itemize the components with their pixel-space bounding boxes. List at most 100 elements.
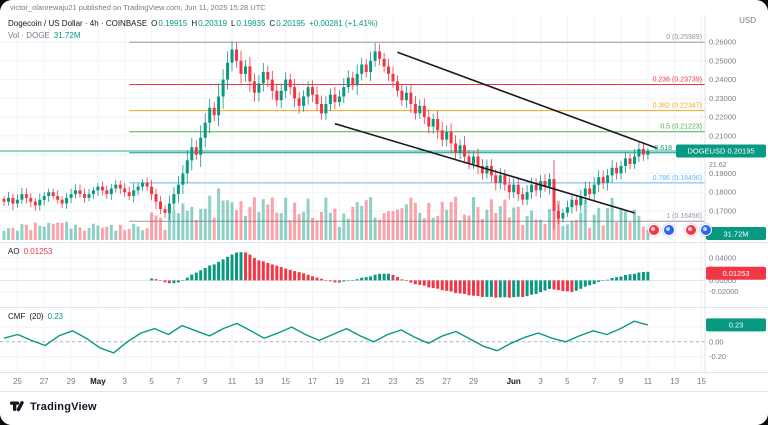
cmf-value: 0.23 [47,312,64,321]
price-badge-sub: 21.62 [709,162,727,169]
price-tick-label: 0.22000 [709,113,736,122]
fib-retracement[interactable] [129,41,705,222]
fib-level-label: 0 (0.25989) [666,34,702,41]
time-tick-label: 25 [415,377,425,386]
fib-level-label: 0.618 [654,145,672,152]
time-tick-label: 11 [227,377,237,386]
volume-legend[interactable]: Vol · DOGE 31.72M [8,31,80,40]
ao-tick-label: 0.00000 [709,276,736,285]
ao-tick-label: -0.02000 [709,287,739,296]
fib-level-label: 0.236 (0.23739) [653,77,702,84]
emoji-sticker[interactable] [663,224,675,236]
price-tick-label: 0.25000 [709,56,736,65]
price-change: +0.00281 (+1.41%) [309,19,378,28]
trend-line[interactable] [334,122,635,214]
currency-label: USD [739,16,756,25]
price-tick-label: 0.21000 [709,131,736,140]
chart-legend[interactable]: Dogecoin / US Dollar · 4h · COINBASE O 0.… [8,19,378,28]
price-badge: DOGEUSD 0.20195 [676,144,766,158]
time-tick-label: 21 [361,377,371,386]
fib-level-label: 0.382 (0.22347) [653,103,702,110]
symbol-title[interactable]: Dogecoin / US Dollar · 4h · COINBASE [8,19,148,28]
time-tick-label: May [90,377,106,386]
emoji-sticker[interactable] [685,224,697,236]
tradingview-logo-icon [10,400,25,413]
time-tick-label: 3 [122,377,127,386]
time-axis[interactable]: 25 27 29 May 3 5 7 9 11 13 15 17 19 21 23 25 27 29 Jun 3 5 7 9… [0,372,768,391]
time-tick-label: 7 [176,377,181,386]
ohlc-close: C 0.20195 [269,19,306,28]
time-tick-label: 15 [697,377,706,386]
trend-line[interactable] [397,51,658,149]
cmf-tick-label: 0.00 [709,337,724,346]
time-tick-label: 27 [39,377,49,386]
main-chart-pane[interactable]: 0 (0.25989) 0.236 (0.23739) 0.382 (0.22347… [0,15,768,242]
ao-legend[interactable]: AO 0.01253 [8,247,52,256]
volume-legend-label: Vol · DOGE [8,31,50,40]
fib-level-label: 0.786 (0.18496) [653,175,702,182]
emoji-sticker[interactable] [648,224,660,236]
fib-level-label: 1 (0.16456) [666,213,702,220]
price-tick-label: 0.18000 [709,188,736,197]
time-tick-label: 9 [618,377,624,386]
svg-text:DOGEUSD 0.20195: DOGEUSD 0.20195 [687,147,754,156]
ao-label: AO [8,247,20,256]
attribution-text: victor_olanrewaju21 published on Trading… [10,3,266,12]
time-tick-label: 13 [670,377,680,386]
time-tick-label: 17 [308,377,317,386]
cmf-line-plot[interactable]: 0.200.00-0.200.23 [0,308,768,373]
time-tick-label: 25 [12,377,22,386]
footer-bar: TradingView [0,391,768,425]
price-tick-label: 0.17000 [709,207,736,216]
candlestick-plot[interactable]: 0 (0.25989) 0.236 (0.23739) 0.382 (0.22347… [0,15,768,242]
time-tick-label: 7 [591,377,597,386]
svg-text:0.23: 0.23 [729,321,744,330]
emoji-sticker[interactable] [700,224,712,236]
ohlc-high: H 0.20319 [191,19,228,28]
cmf-params: (20) [29,312,44,321]
time-tick-label: 29 [469,377,478,386]
ao-value: 0.01253 [23,247,53,256]
cmf-badge: 0.23 [706,318,766,332]
cmf-legend[interactable]: CMF (20) 0.23 [8,312,63,321]
volume-badge: 31.72M [706,227,766,240]
ao-badge: 0.01253 [706,266,766,280]
ao-tick-label: 0.04000 [709,253,736,262]
price-tick-label: 0.23000 [709,94,736,103]
cmf-line [3,320,649,354]
time-tick-label: 5 [565,377,570,386]
ohlc-open: O 0.19915 [151,19,188,28]
cmf-indicator-pane[interactable]: 0.200.00-0.200.23 CMF (20) 0.23 [0,307,768,373]
brand-text: TradingView [30,400,97,413]
time-tick-label: 13 [254,377,264,386]
time-tick-label: 23 [388,377,398,386]
price-tick-label: 0.24000 [709,75,736,84]
tradingview-brand[interactable]: TradingView [10,400,97,413]
time-tick-label: 27 [442,377,452,386]
time-tick-label: Jun [506,377,521,386]
time-tick-label: 11 [643,377,653,386]
candles [2,41,650,230]
time-tick-label: 5 [149,377,154,386]
time-tick-label: 9 [202,377,208,386]
emoji-stickers[interactable] [648,224,712,236]
price-tick-label: 0.26000 [709,38,736,47]
ohlc-low: L 0.19835 [231,19,266,28]
volume-bars [2,182,650,240]
volume-legend-value: 31.72M [53,31,81,40]
fib-level-label: 0.5 (0.21223) [660,124,702,131]
time-tick-label: 3 [538,377,543,386]
time-tick-label: 15 [281,377,291,386]
svg-text:0.01253: 0.01253 [722,269,749,278]
svg-text:31.72M: 31.72M [723,229,748,238]
time-tick-label: 19 [334,377,344,386]
cmf-label: CMF [8,312,26,321]
ao-bars [150,252,650,298]
time-tick-label: 29 [66,377,76,386]
cmf-tick-label: -0.20 [709,352,726,361]
price-tick-label: 0.19000 [709,169,736,178]
